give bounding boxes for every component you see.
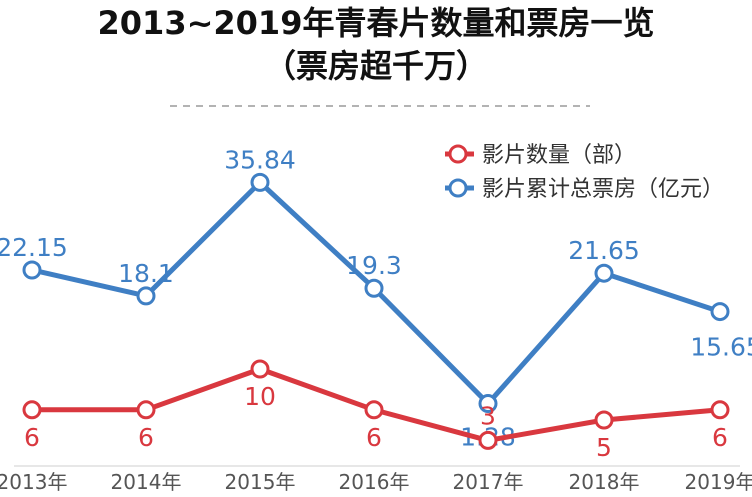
data-label: 15.65 — [690, 333, 752, 362]
data-point — [364, 400, 384, 420]
x-tick-label: 2013年 — [0, 470, 67, 494]
series-count: 6 6 10 6 3 5 6 — [22, 359, 730, 462]
data-point — [478, 430, 498, 450]
data-label: 22.15 — [0, 233, 68, 262]
data-label: 6 — [366, 423, 382, 452]
data-label: 35.84 — [224, 145, 296, 174]
data-point — [478, 394, 498, 414]
data-point — [22, 400, 42, 420]
data-label: 18.1 — [118, 259, 174, 288]
x-tick-label: 2019年 — [685, 470, 752, 494]
x-tick-label: 2014年 — [111, 470, 182, 494]
data-point — [250, 172, 270, 192]
chart-subtitle: （票房超千万） — [264, 47, 488, 85]
legend-entry: 影片累计总票房（亿元） — [482, 177, 724, 202]
x-tick-label: 2016年 — [339, 470, 410, 494]
data-point — [364, 278, 384, 298]
data-point — [710, 400, 730, 420]
data-label: 19.3 — [346, 251, 402, 280]
data-label: 5 — [596, 433, 612, 462]
chart-title: 2013~2019年青春片数量和票房一览 — [98, 4, 655, 42]
x-tick-label: 2015年 — [225, 470, 296, 494]
legend: 影片数量（部） 影片累计总票房（亿元） — [445, 143, 724, 202]
data-label: 6 — [138, 423, 154, 452]
data-point — [710, 302, 730, 322]
data-label: 6 — [24, 423, 40, 452]
data-label: 21.65 — [568, 236, 640, 265]
x-tick-label: 2018年 — [569, 470, 640, 494]
data-label: 6 — [712, 423, 728, 452]
legend-swatch-marker — [448, 178, 468, 198]
data-point — [136, 286, 156, 306]
data-point — [594, 410, 614, 430]
legend-entry: 影片数量（部） — [482, 143, 636, 168]
legend-swatch-marker — [448, 144, 468, 164]
x-axis-ticks: 2013年 2014年 2015年 2016年 2017年 2018年 2019年 — [0, 470, 752, 494]
data-point — [594, 263, 614, 283]
data-label: 3 — [480, 401, 496, 430]
data-point — [250, 359, 270, 379]
data-label: 10 — [244, 382, 276, 411]
x-tick-label: 2017年 — [453, 470, 524, 494]
data-point — [22, 260, 42, 280]
data-point — [136, 400, 156, 420]
